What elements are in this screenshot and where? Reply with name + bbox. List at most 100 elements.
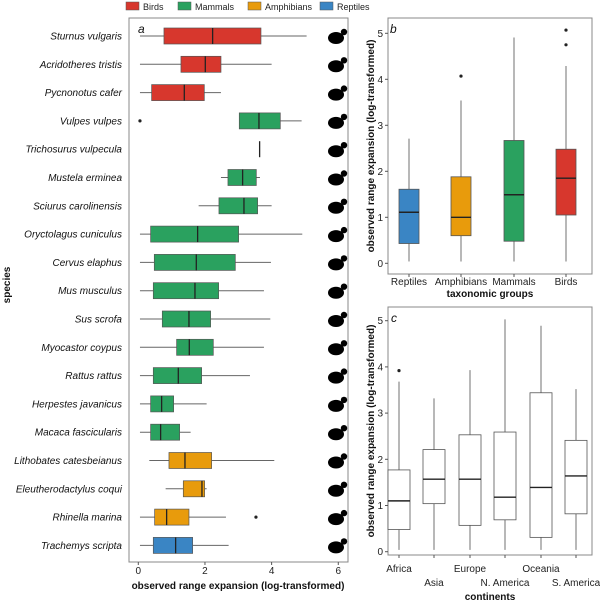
x-tick-label: 2 bbox=[202, 566, 208, 577]
box-iqr bbox=[555, 148, 577, 216]
y-tick-label: 4 bbox=[377, 75, 383, 86]
legend-swatch bbox=[247, 1, 262, 11]
y-tick-label: 4 bbox=[377, 362, 383, 373]
box-iqr bbox=[493, 431, 517, 521]
species-label: Trichosurus vulpecula bbox=[25, 145, 122, 156]
box-sus-scrofa bbox=[139, 310, 271, 328]
box-iqr bbox=[152, 537, 193, 554]
y-tick-label: 3 bbox=[377, 409, 383, 420]
box-iqr bbox=[151, 84, 205, 101]
box-iqr bbox=[152, 367, 202, 384]
coqui-silhouette-icon bbox=[328, 481, 348, 497]
species-label: Eleutherodactylus coqui bbox=[16, 484, 123, 495]
box-iqr bbox=[529, 392, 553, 538]
panel-label-a: a bbox=[138, 22, 145, 36]
box-n-america bbox=[493, 319, 517, 550]
box-iqr bbox=[387, 469, 411, 530]
species-label: Acridotheres tristis bbox=[39, 60, 122, 71]
box-iqr bbox=[150, 225, 239, 243]
legend-item-reptiles bbox=[319, 1, 334, 11]
box-myocastor-coypus bbox=[139, 338, 264, 356]
box-mus-musculus bbox=[139, 282, 264, 300]
box-mammals bbox=[503, 37, 525, 262]
mouse-silhouette-icon bbox=[328, 283, 348, 299]
bulbul-silhouette-icon bbox=[328, 85, 348, 101]
legend-item-mammals bbox=[177, 1, 192, 11]
x-tick-label: N. America bbox=[481, 578, 530, 589]
box-iqr bbox=[150, 423, 180, 441]
rabbit-silhouette-icon bbox=[328, 226, 348, 243]
y-tick-label: 2 bbox=[377, 167, 383, 178]
y-axis-title-b: observed range expansion (log-transforme… bbox=[366, 40, 377, 253]
box-reptiles bbox=[398, 138, 420, 262]
box-iqr bbox=[503, 140, 525, 242]
x-tick-label: Mammals bbox=[492, 277, 535, 288]
y-tick-label: 3 bbox=[377, 121, 383, 132]
panel-c-frame bbox=[387, 306, 593, 556]
x-tick-label: Amphibians bbox=[435, 277, 487, 288]
box-birds bbox=[555, 28, 577, 262]
outlier-point bbox=[564, 28, 568, 32]
outlier-point bbox=[564, 43, 568, 47]
myna-silhouette-icon bbox=[328, 57, 348, 73]
outlier-point bbox=[254, 515, 258, 519]
x-tick-label: 4 bbox=[269, 566, 275, 577]
box-iqr bbox=[218, 197, 258, 215]
squirrel-silhouette-icon bbox=[328, 198, 348, 214]
box-eleutherodactylus-coqui bbox=[165, 480, 207, 498]
outlier-point bbox=[459, 74, 463, 78]
species-label: Rattus rattus bbox=[65, 371, 122, 382]
legend-label: Amphibians bbox=[265, 2, 313, 12]
fox-silhouette-icon bbox=[328, 113, 348, 129]
species-label: Trachemys scripta bbox=[41, 541, 122, 552]
box-sciurus-carolinensis bbox=[198, 197, 272, 215]
outlier-point bbox=[138, 119, 142, 123]
species-label: Rhinella marina bbox=[53, 513, 123, 524]
x-axis-title-c: continents bbox=[465, 592, 516, 603]
y-tick-label: 2 bbox=[377, 455, 383, 466]
box-mustela-erminea bbox=[220, 169, 260, 186]
y-tick-label: 5 bbox=[377, 29, 383, 40]
x-tick-label: 6 bbox=[335, 566, 341, 577]
box-sturnus-vulgaris bbox=[139, 27, 307, 45]
legend-label: Reptiles bbox=[337, 2, 370, 12]
box-africa bbox=[387, 368, 411, 550]
box-rattus-rattus bbox=[139, 367, 250, 384]
box-trachemys-scripta bbox=[139, 537, 229, 554]
box-acridotheres-tristis bbox=[139, 55, 272, 73]
legend-swatch bbox=[319, 1, 334, 11]
species-label: Macaca fascicularis bbox=[35, 428, 122, 439]
species-label: Cervus elaphus bbox=[53, 258, 122, 269]
species-label: Myocastor coypus bbox=[41, 343, 122, 354]
box-iqr bbox=[152, 282, 219, 300]
x-axis-title-b: taxonomic groups bbox=[447, 289, 534, 300]
mongoose-silhouette-icon bbox=[328, 396, 348, 412]
y-axis-title-c: observed range expansion (log-transforme… bbox=[366, 325, 377, 538]
box-oryctolagus-cuniculus bbox=[139, 225, 303, 243]
box-europe bbox=[458, 370, 482, 550]
deer-silhouette-icon bbox=[328, 255, 348, 271]
box-iqr bbox=[154, 508, 190, 526]
x-tick-label: Reptiles bbox=[391, 277, 427, 288]
box-iqr bbox=[153, 254, 236, 271]
species-label: Mustela erminea bbox=[48, 173, 122, 184]
y-tick-label: 5 bbox=[377, 316, 383, 327]
species-label: Mus musculus bbox=[58, 286, 122, 297]
toad-silhouette-icon bbox=[328, 509, 348, 526]
box-oceania bbox=[529, 325, 553, 550]
starling-silhouette-icon bbox=[328, 28, 348, 44]
x-axis-title-a: observed range expansion (log-transforme… bbox=[132, 581, 345, 592]
box-herpestes-javanicus bbox=[139, 395, 207, 413]
box-cervus-elaphus bbox=[139, 254, 271, 271]
box-iqr bbox=[161, 310, 211, 328]
x-tick-label: Birds bbox=[555, 277, 578, 288]
box-amphibians bbox=[450, 74, 472, 262]
y-tick-label: 1 bbox=[377, 501, 383, 512]
box-asia bbox=[422, 398, 446, 550]
box-iqr bbox=[168, 452, 212, 469]
outlier-point bbox=[397, 368, 401, 373]
y-tick-label: 0 bbox=[377, 259, 383, 270]
legend-label: Mammals bbox=[195, 2, 235, 12]
species-label: Sturnus vulgaris bbox=[50, 32, 122, 43]
box-iqr bbox=[238, 112, 281, 130]
